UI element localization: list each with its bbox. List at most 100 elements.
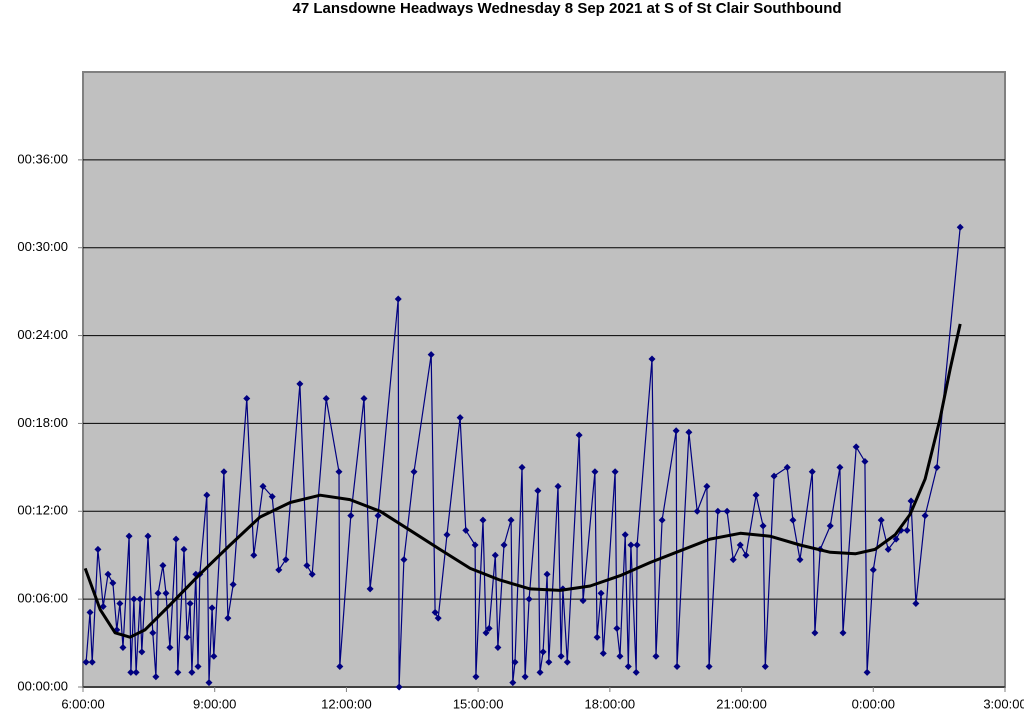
point-marker [282, 556, 290, 564]
point-marker [591, 468, 599, 476]
point-marker [360, 395, 368, 403]
point-marker [303, 561, 311, 569]
point-marker [579, 597, 587, 605]
point-marker [509, 679, 517, 687]
point-marker [507, 516, 515, 524]
point-marker [229, 581, 237, 588]
point-marker [180, 545, 188, 553]
point-marker [186, 600, 194, 608]
point-marker [633, 541, 641, 549]
x-tick-label: 21:00:00 [716, 696, 767, 711]
point-marker [434, 614, 442, 622]
point-marker [648, 355, 656, 363]
point-marker [652, 652, 660, 660]
point-marker [736, 541, 744, 549]
y-tick-label: 00:18:00 [17, 415, 68, 430]
point-marker [322, 395, 330, 403]
point-marker [789, 516, 797, 524]
point-marker [616, 652, 624, 660]
point-marker [482, 629, 490, 637]
point-marker [869, 566, 877, 574]
point-marker [485, 624, 493, 632]
point-marker [956, 223, 964, 231]
point-marker [742, 551, 750, 559]
point-marker [839, 629, 847, 637]
point-marker [268, 493, 276, 501]
point-marker [138, 648, 146, 656]
point-marker [518, 463, 526, 471]
point-marker [611, 468, 619, 476]
point-marker [188, 668, 196, 676]
point-marker [575, 431, 583, 439]
point-marker [621, 531, 629, 539]
point-marker [296, 380, 304, 388]
point-marker [861, 458, 869, 465]
point-marker [903, 526, 911, 534]
point-marker [672, 427, 680, 435]
point-marker [593, 633, 601, 641]
point-marker [770, 472, 778, 480]
point-marker [479, 516, 487, 524]
point-marker [144, 532, 152, 540]
point-marker [729, 556, 737, 564]
point-marker [511, 658, 519, 666]
point-marker [400, 556, 408, 564]
point-marker [456, 414, 464, 422]
y-tick-label: 00:00:00 [17, 678, 68, 693]
point-marker [347, 512, 355, 520]
point-marker [395, 683, 403, 691]
point-marker [427, 351, 435, 359]
point-marker [162, 589, 170, 597]
point-marker [275, 566, 283, 574]
point-marker [500, 541, 508, 549]
point-marker [703, 482, 711, 490]
point-marker [808, 468, 816, 476]
point-marker [599, 649, 607, 657]
point-marker [154, 589, 162, 597]
point-marker [125, 532, 133, 540]
point-marker [877, 516, 885, 524]
point-marker [783, 463, 791, 471]
point-marker [116, 600, 124, 608]
point-marker [685, 428, 693, 436]
x-tick-label: 12:00:00 [321, 696, 372, 711]
y-tick-label: 00:06:00 [17, 591, 68, 606]
point-marker [627, 541, 635, 549]
chart-title: 47 Lansdowne Headways Wednesday 8 Sep 20… [292, 0, 841, 17]
y-tick-label: 00:36:00 [17, 151, 68, 166]
point-marker [136, 595, 144, 603]
point-marker [536, 668, 544, 676]
point-marker [521, 673, 529, 681]
point-marker [472, 673, 480, 681]
point-marker [159, 561, 167, 569]
point-marker [336, 663, 344, 670]
point-marker [658, 516, 666, 524]
point-marker [308, 570, 316, 578]
point-marker [86, 608, 94, 616]
point-marker [852, 443, 860, 451]
y-tick-label: 00:24:00 [17, 327, 68, 342]
y-tick-label: 00:30:00 [17, 239, 68, 254]
point-marker [491, 551, 499, 559]
point-marker [545, 658, 553, 666]
point-marker [752, 491, 760, 499]
point-marker [410, 468, 418, 476]
x-tick-label: 18:00:00 [585, 696, 636, 711]
point-marker [863, 668, 871, 676]
point-marker [673, 663, 681, 670]
point-marker [557, 652, 565, 660]
point-marker [99, 602, 107, 610]
point-marker [539, 648, 547, 656]
point-marker [250, 551, 258, 559]
point-marker [431, 608, 439, 616]
point-marker [366, 585, 374, 593]
point-marker [759, 522, 767, 530]
point-marker [543, 570, 551, 578]
x-tick-label: 0:00:00 [852, 696, 895, 711]
point-marker [183, 633, 191, 641]
x-tick-label: 3:00:00 [983, 696, 1024, 711]
point-marker [127, 668, 135, 676]
point-marker [210, 652, 218, 660]
